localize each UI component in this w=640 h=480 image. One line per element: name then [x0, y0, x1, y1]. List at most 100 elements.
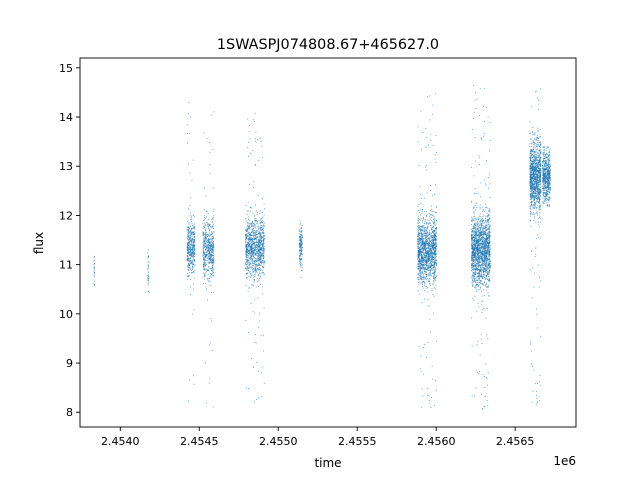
data-point [245, 235, 247, 237]
data-point [430, 270, 431, 272]
data-point [253, 280, 255, 282]
data-point [489, 240, 491, 241]
data-point [427, 231, 428, 233]
data-point [212, 225, 214, 227]
data-point [477, 219, 479, 221]
data-point [427, 269, 428, 271]
data-point [422, 280, 424, 282]
data-point [472, 227, 474, 229]
data-point [259, 258, 261, 260]
data-point [421, 263, 423, 264]
data-point [263, 238, 265, 240]
data-point [424, 271, 426, 273]
data-point [486, 223, 488, 225]
data-point [429, 249, 431, 251]
data-point [203, 268, 204, 270]
data-point [424, 228, 425, 230]
data-point [248, 227, 250, 229]
data-point [249, 237, 251, 239]
data-point [432, 113, 434, 115]
data-point [483, 252, 485, 254]
data-point [207, 241, 209, 242]
data-point [203, 245, 205, 247]
data-point [474, 259, 476, 261]
data-point [426, 243, 428, 245]
data-point [423, 258, 425, 260]
data-point [253, 250, 255, 252]
data-point [207, 261, 209, 263]
data-point [478, 250, 480, 252]
data-point [300, 228, 302, 229]
data-point [190, 235, 192, 237]
data-point [427, 222, 429, 224]
data-point [188, 258, 190, 260]
data-point [420, 277, 422, 279]
data-point [191, 262, 192, 264]
data-point [247, 238, 249, 240]
data-point [301, 241, 303, 243]
data-point [212, 261, 214, 263]
data-point [93, 260, 95, 262]
data-point [430, 248, 432, 250]
data-point [212, 244, 214, 246]
data-point [253, 250, 254, 252]
data-point [419, 242, 421, 244]
data-point [245, 244, 247, 246]
data-point [435, 238, 437, 240]
data-point [263, 214, 265, 216]
data-point [187, 252, 189, 254]
data-point [258, 263, 260, 265]
data-point [422, 236, 423, 238]
data-point [247, 290, 249, 292]
data-point [427, 287, 429, 289]
data-point [187, 163, 189, 165]
data-point [426, 240, 428, 242]
data-point [432, 235, 434, 237]
data-point [250, 263, 252, 265]
data-point [489, 279, 491, 281]
data-point [253, 281, 255, 283]
data-point [428, 259, 430, 261]
data-point [188, 222, 190, 224]
data-point [187, 249, 189, 251]
data-point [258, 250, 259, 252]
data-point [431, 249, 433, 251]
data-point [204, 275, 206, 277]
data-point [247, 256, 249, 258]
data-point [190, 241, 192, 243]
data-point [211, 238, 212, 240]
data-point [248, 183, 250, 185]
data-point [475, 254, 477, 256]
data-point [475, 234, 476, 236]
data-point [431, 242, 433, 244]
data-point [207, 267, 209, 269]
data-point [419, 185, 421, 187]
data-point [259, 226, 261, 228]
data-point [247, 211, 249, 212]
data-point [190, 247, 192, 249]
data-point [422, 284, 424, 286]
data-point [429, 263, 431, 265]
data-point [211, 217, 213, 219]
data-point [187, 238, 188, 240]
data-point [263, 243, 265, 245]
data-point [257, 248, 259, 250]
data-point [210, 238, 211, 240]
data-point [246, 230, 248, 232]
data-point [427, 250, 429, 252]
data-point [256, 251, 258, 253]
data-point [488, 284, 490, 286]
data-point [488, 249, 490, 251]
data-point [433, 265, 435, 267]
data-point [483, 273, 485, 275]
data-point [257, 397, 259, 399]
data-point [191, 224, 193, 226]
data-point [471, 219, 473, 221]
data-point [433, 264, 435, 266]
data-point [432, 255, 434, 257]
data-point [430, 217, 432, 218]
data-point [256, 222, 257, 224]
data-point [211, 291, 212, 293]
data-point [261, 260, 263, 262]
data-point [427, 245, 429, 246]
